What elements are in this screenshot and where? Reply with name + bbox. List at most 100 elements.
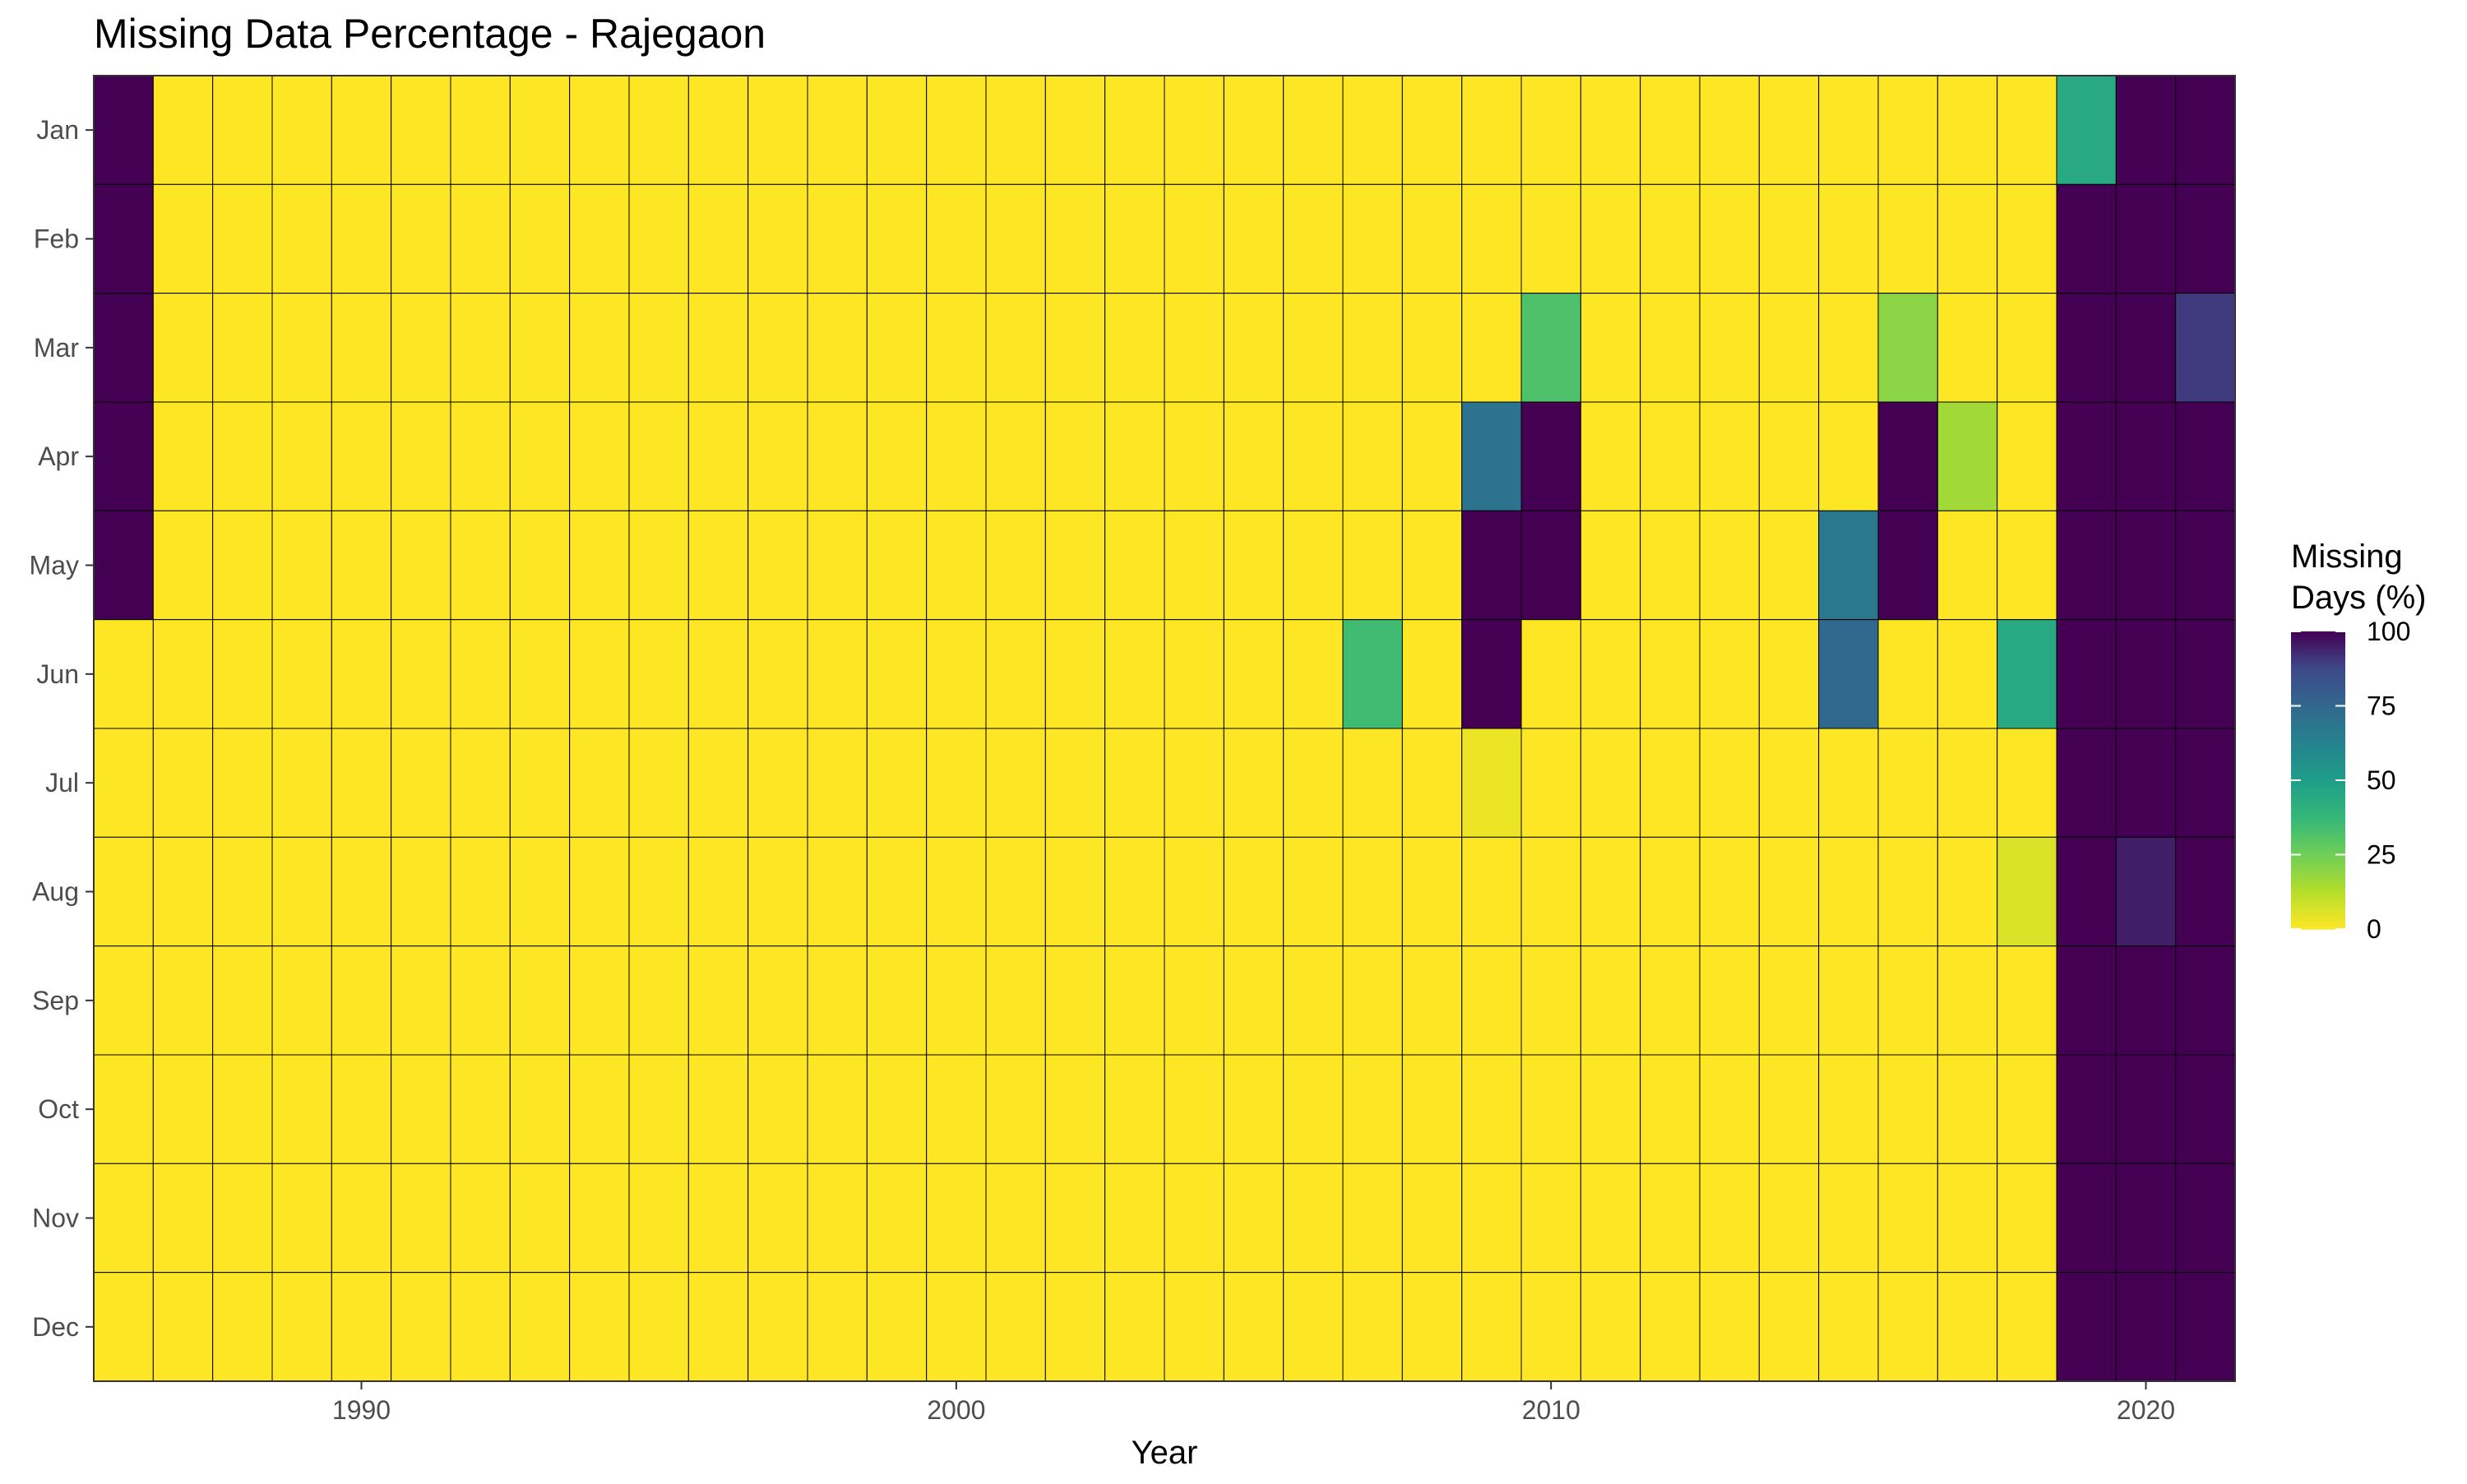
legend-color-segment	[2291, 750, 2345, 755]
x-tick-label: 1990	[332, 1395, 391, 1425]
heatmap-cell	[1223, 836, 1284, 947]
heatmap-cell	[450, 1272, 511, 1382]
heatmap-cell	[1877, 1272, 1938, 1382]
heatmap-cell	[450, 728, 511, 838]
heatmap-cell	[391, 510, 451, 621]
heatmap-cell	[93, 1272, 154, 1382]
heatmap-cell	[1758, 945, 1820, 1056]
heatmap-cell	[1818, 728, 1879, 838]
heatmap-cell	[1758, 1163, 1820, 1274]
heatmap-cell	[509, 945, 571, 1056]
heatmap-cell	[1877, 401, 1938, 511]
heatmap-cell	[271, 510, 332, 621]
heatmap-cell	[1104, 728, 1165, 838]
heatmap-cell	[1937, 1054, 1998, 1164]
heatmap-cell	[1342, 1163, 1403, 1274]
heatmap-cell	[152, 293, 214, 403]
heatmap-cell	[926, 836, 987, 947]
heatmap-cell	[1758, 1272, 1820, 1382]
heatmap-cell	[628, 619, 689, 729]
heatmap-cell	[2056, 1163, 2117, 1274]
heatmap-cell	[331, 293, 392, 403]
heatmap-cell	[2175, 183, 2236, 294]
heatmap-cell	[569, 183, 630, 294]
heatmap-cell	[152, 728, 214, 838]
heatmap-cell	[1104, 401, 1165, 511]
heatmap-cell	[1401, 1163, 1463, 1274]
heatmap-cell	[212, 728, 273, 838]
legend-tick-label: 25	[2367, 840, 2396, 870]
heatmap-cell	[866, 183, 928, 294]
heatmap-cell	[1223, 1272, 1284, 1382]
heatmap-cell	[1580, 75, 1641, 185]
heatmap-cell	[1818, 1054, 1879, 1164]
heatmap-cell	[569, 1054, 630, 1164]
heatmap-cell	[152, 1163, 214, 1274]
heatmap-cell	[1342, 945, 1403, 1056]
heatmap-cell	[1877, 945, 1938, 1056]
heatmap-cell	[1699, 401, 1760, 511]
heatmap-cell	[807, 619, 868, 729]
legend-color-segment	[2291, 872, 2345, 876]
heatmap-cell	[748, 1054, 808, 1164]
legend-color-segment	[2291, 827, 2345, 832]
heatmap-cell	[1461, 401, 1522, 511]
heatmap-cell	[391, 836, 451, 947]
heatmap-cell	[391, 1272, 451, 1382]
heatmap-cell	[1223, 1163, 1284, 1274]
heatmap-cell	[1104, 836, 1165, 947]
heatmap-cell	[1044, 183, 1106, 294]
heatmap-cell	[1461, 619, 1522, 729]
heatmap-cell	[450, 183, 511, 294]
y-tick-label: Jan	[36, 115, 79, 145]
heatmap-cell	[1997, 836, 2057, 947]
heatmap-cell	[1818, 510, 1879, 621]
heatmap-cell	[807, 510, 868, 621]
heatmap-cell	[807, 1054, 868, 1164]
heatmap-cell	[1640, 945, 1701, 1056]
legend-color-segment	[2291, 649, 2345, 653]
heatmap-cell	[1283, 510, 1344, 621]
heatmap-cell	[391, 619, 451, 729]
heatmap-cell	[628, 1163, 689, 1274]
heatmap-cell	[509, 75, 571, 185]
legend-color-segment	[2291, 768, 2345, 772]
heatmap-cell	[450, 619, 511, 729]
legend-color-segment	[2291, 869, 2345, 873]
legend-color-segment	[2291, 759, 2345, 763]
heatmap-cell	[1342, 401, 1403, 511]
y-tick-label: Nov	[32, 1204, 79, 1233]
heatmap-cell	[1758, 75, 1820, 185]
heatmap-cell	[866, 293, 928, 403]
heatmap-cell	[748, 401, 808, 511]
y-tick-label: Sep	[32, 986, 79, 1015]
heatmap-cell	[212, 510, 273, 621]
legend-color-segment	[2291, 792, 2345, 796]
heatmap-cell	[628, 183, 689, 294]
heatmap-cell	[1877, 75, 1938, 185]
heatmap-cell	[1461, 293, 1522, 403]
heatmap-cell	[748, 293, 808, 403]
heatmap-cell	[1937, 945, 1998, 1056]
heatmap-cell	[1164, 75, 1224, 185]
heatmap-cell	[391, 401, 451, 511]
heatmap-cell	[93, 1054, 154, 1164]
heatmap-cell	[1044, 510, 1106, 621]
heatmap-cell	[2175, 1054, 2236, 1164]
heatmap-cell	[1401, 728, 1463, 838]
heatmap-cell	[628, 1054, 689, 1164]
heatmap-cell	[271, 1163, 332, 1274]
heatmap-cell	[1164, 183, 1224, 294]
heatmap-cell	[1818, 183, 1879, 294]
heatmap-cell	[807, 75, 868, 185]
legend-color-segment	[2291, 839, 2345, 844]
legend-color-segment	[2291, 678, 2345, 683]
heatmap-cell	[1818, 945, 1879, 1056]
heatmap-cell	[926, 945, 987, 1056]
heatmap-cell	[569, 401, 630, 511]
heatmap-cell	[1044, 728, 1106, 838]
heatmap-cell	[1937, 1163, 1998, 1274]
heatmap-cell	[271, 945, 332, 1056]
heatmap-cell	[1520, 945, 1581, 1056]
heatmap-cell	[1997, 728, 2057, 838]
